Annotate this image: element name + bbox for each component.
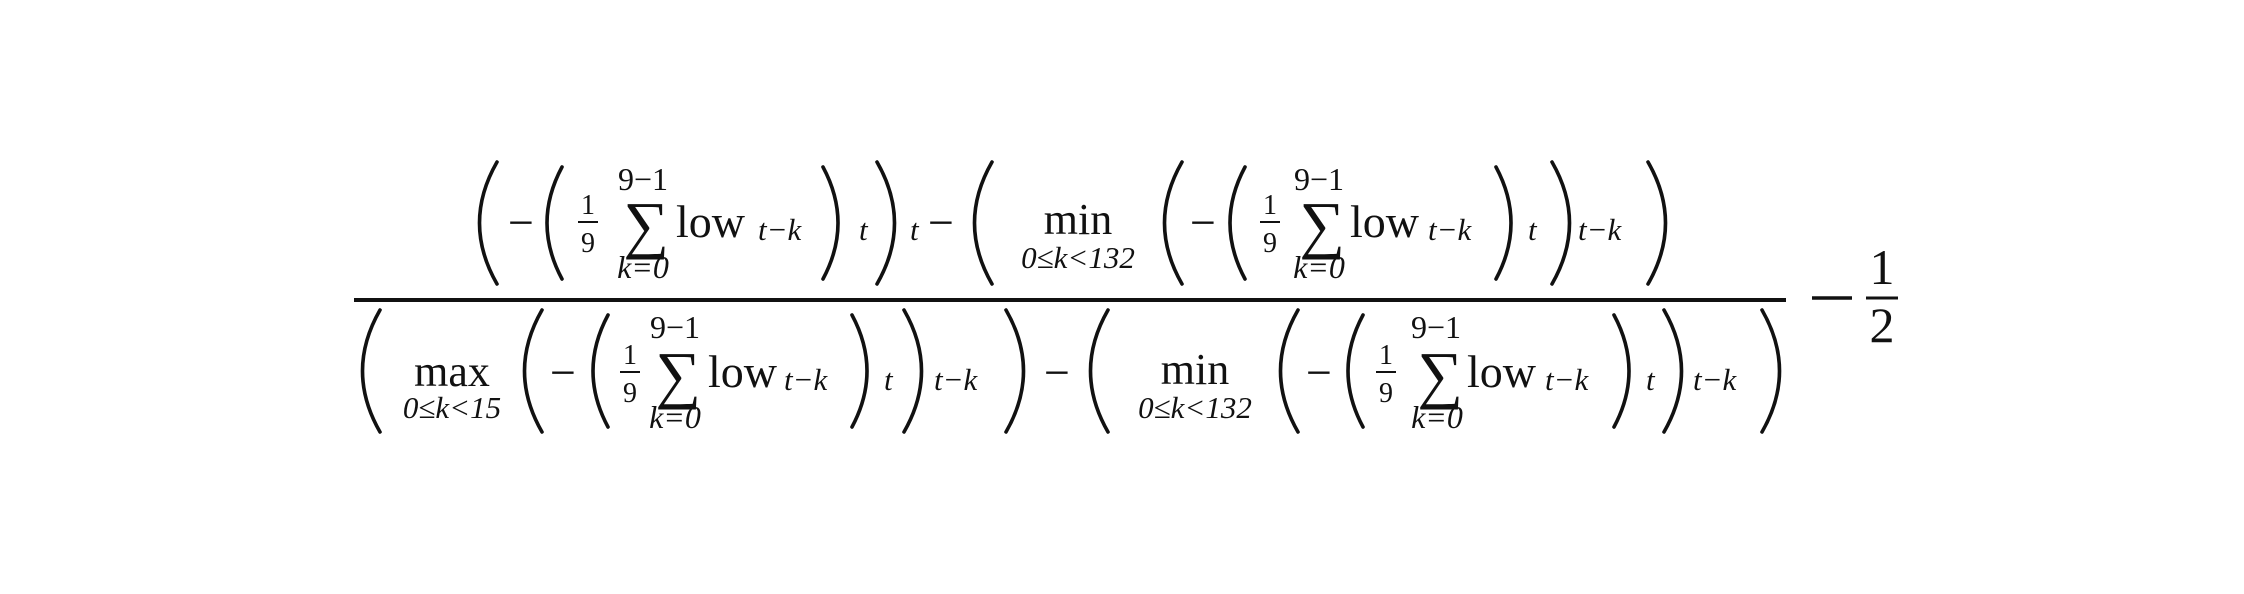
fraction-denominator: 9 bbox=[623, 378, 637, 409]
right-paren bbox=[1612, 313, 1631, 429]
left-paren bbox=[591, 313, 610, 429]
left-paren bbox=[360, 308, 382, 434]
fraction-numerator: 1 bbox=[1379, 340, 1393, 371]
left-paren bbox=[1088, 308, 1110, 434]
max-operator: max bbox=[414, 347, 490, 396]
minus-sign: − bbox=[1044, 347, 1070, 398]
fraction-numerator: 1 bbox=[623, 340, 637, 371]
sum-upper-limit: 9−1 bbox=[1411, 309, 1461, 345]
left-paren bbox=[545, 165, 564, 281]
numerator: − 1 9 9−1 ∑ k=0 low t−k t t − min 0≤k<13… bbox=[477, 160, 1668, 286]
summation-sign: ∑ bbox=[623, 189, 669, 260]
sum-lower-limit: k=0 bbox=[1411, 399, 1463, 435]
subscript: t bbox=[859, 212, 869, 247]
fraction-numerator: 1 bbox=[1263, 190, 1277, 221]
subscript: t−k bbox=[784, 362, 829, 397]
sum-lower-limit: k=0 bbox=[1293, 249, 1345, 285]
max-range: 0≤k<15 bbox=[403, 390, 501, 425]
min-operator: min bbox=[1044, 195, 1112, 244]
summation-sign: ∑ bbox=[655, 339, 701, 410]
subscript: t−k bbox=[1545, 362, 1590, 397]
fraction-numerator: 1 bbox=[581, 190, 595, 221]
min-range: 0≤k<132 bbox=[1021, 240, 1135, 275]
right-paren bbox=[902, 308, 924, 434]
left-paren bbox=[972, 160, 994, 286]
left-paren bbox=[522, 308, 544, 434]
summation-sign: ∑ bbox=[1417, 339, 1463, 410]
subscript: t−k bbox=[1693, 362, 1738, 397]
fraction-numerator: 1 bbox=[1870, 239, 1895, 295]
fraction-denominator: 2 bbox=[1870, 297, 1895, 353]
left-paren bbox=[1278, 308, 1300, 434]
right-paren bbox=[875, 160, 897, 286]
negation-sign: − bbox=[1306, 347, 1332, 398]
sum-upper-limit: 9−1 bbox=[1294, 161, 1344, 197]
summation-sign: ∑ bbox=[1299, 189, 1345, 260]
sum-lower-limit: k=0 bbox=[649, 399, 701, 435]
subscript: t bbox=[1528, 212, 1538, 247]
min-range: 0≤k<132 bbox=[1138, 390, 1252, 425]
fraction-denominator: 9 bbox=[1379, 378, 1393, 409]
subscript: t bbox=[910, 212, 920, 247]
right-paren bbox=[1550, 160, 1572, 286]
left-paren bbox=[477, 160, 499, 286]
right-paren bbox=[1662, 308, 1684, 434]
subscript: t−k bbox=[1428, 212, 1473, 247]
negation-sign: − bbox=[508, 197, 534, 248]
constant-term: 1 2 bbox=[1812, 239, 1898, 353]
negation-sign: − bbox=[550, 347, 576, 398]
function-name: low bbox=[1350, 196, 1420, 247]
function-name: low bbox=[1467, 346, 1537, 397]
subscript: t bbox=[884, 362, 894, 397]
left-paren bbox=[1162, 160, 1184, 286]
negation-sign: − bbox=[1190, 197, 1216, 248]
min-operator: min bbox=[1161, 345, 1229, 394]
subscript: t−k bbox=[758, 212, 803, 247]
sum-lower-limit: k=0 bbox=[617, 249, 669, 285]
left-paren bbox=[1346, 313, 1365, 429]
sum-upper-limit: 9−1 bbox=[618, 161, 668, 197]
right-paren bbox=[1494, 165, 1513, 281]
right-paren bbox=[850, 313, 869, 429]
function-name: low bbox=[676, 196, 746, 247]
subscript: t−k bbox=[934, 362, 979, 397]
fraction-denominator: 9 bbox=[581, 228, 595, 259]
subscript: t bbox=[1646, 362, 1656, 397]
right-paren bbox=[1004, 308, 1026, 434]
left-paren bbox=[1228, 165, 1247, 281]
function-name: low bbox=[708, 346, 778, 397]
right-paren bbox=[1760, 308, 1782, 434]
subscript: t−k bbox=[1578, 212, 1623, 247]
fraction-denominator: 9 bbox=[1263, 228, 1277, 259]
sum-upper-limit: 9−1 bbox=[650, 309, 700, 345]
right-paren bbox=[821, 165, 840, 281]
minus-sign: − bbox=[928, 197, 954, 248]
denominator: max 0≤k<15 − 1 9 9−1 ∑ k=0 low t−k t t−k… bbox=[360, 308, 1782, 435]
right-paren bbox=[1646, 160, 1668, 286]
